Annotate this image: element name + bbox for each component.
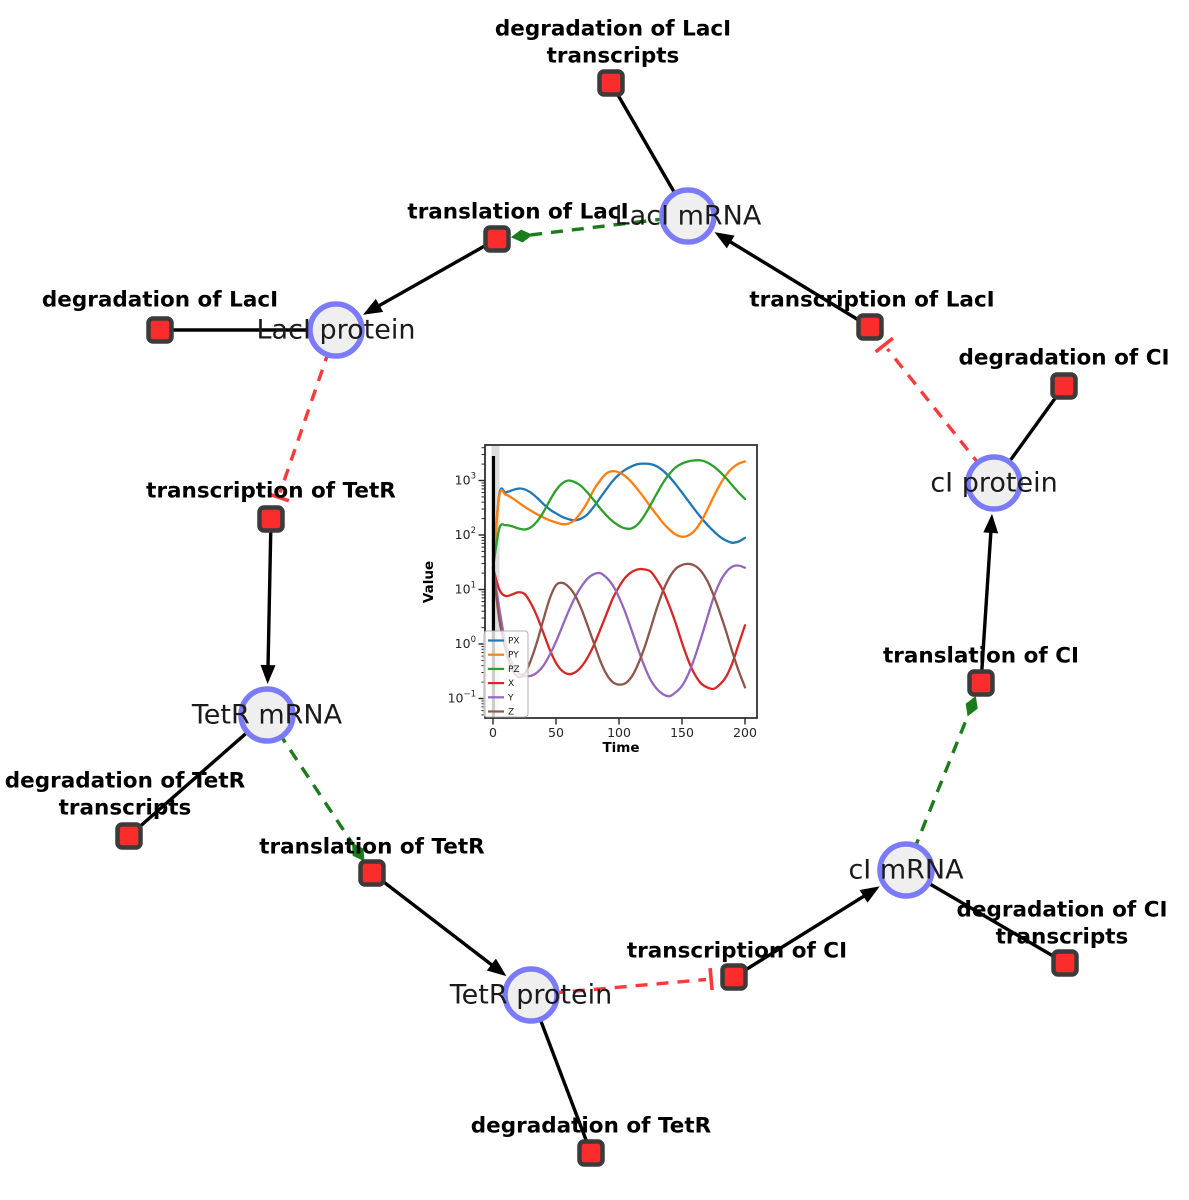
reaction-node-txn_tetr[interactable] — [257, 505, 285, 533]
y-tick-label: 101 — [455, 581, 476, 597]
x-tick-label: 150 — [670, 725, 694, 740]
reaction-label-transl_tetr: translation of TetR — [259, 835, 485, 860]
modifier-diamond-arrowhead — [510, 229, 533, 243]
series-PZ-line — [491, 459, 747, 569]
edge-txn_laci-laci_mrna — [727, 239, 871, 329]
x-tick-label: 50 — [548, 725, 564, 740]
x-tick-label: 100 — [607, 725, 631, 740]
edge-transl_ci-ci_protein — [979, 529, 993, 684]
inhibition-tbar — [267, 491, 290, 503]
edge-transl_laci-laci_protein — [376, 237, 498, 309]
reaction-node-deg_ci_tx[interactable] — [1051, 949, 1079, 977]
species-node-laci_mrna[interactable] — [659, 187, 717, 245]
legend-box — [483, 630, 529, 718]
edge-ci_mrna-deg_ci_tx — [905, 868, 1066, 965]
legend-label-PX: PX — [508, 637, 520, 647]
edge-transl_tetr-tetr_protein — [370, 871, 495, 968]
series-PY-line — [491, 460, 747, 569]
species-label-laci_protein: LacI protein — [257, 315, 416, 346]
reaction-label-deg_ci_tx: degradation of CI transcripts — [957, 898, 1168, 950]
y-axis-title: Value — [421, 561, 437, 603]
inhibition-tbar — [708, 967, 714, 991]
production-arrowhead — [714, 232, 735, 249]
reaction-node-deg_tetr_tx[interactable] — [115, 822, 143, 850]
inhibition-tbar — [874, 336, 895, 354]
y-tick-label: 102 — [455, 526, 476, 542]
labels-layer: degradation of LacI transcripts translatio… — [5, 17, 1170, 1139]
species-node-tetr_mrna[interactable] — [238, 686, 296, 744]
reaction-node-txn_laci[interactable] — [856, 313, 884, 341]
species-label-tetr_protein: TetR protein — [449, 980, 612, 1011]
series-Y-line — [491, 564, 747, 698]
x-tick-label: 200 — [733, 725, 757, 740]
reaction-label-deg_tetr: degradation of TetR — [471, 1114, 712, 1139]
species-node-laci_protein[interactable] — [307, 301, 365, 359]
reaction-node-transl_tetr[interactable] — [358, 859, 386, 887]
legend-label-PZ: PZ — [508, 665, 520, 675]
reaction-node-txn_ci[interactable] — [720, 963, 748, 991]
reaction-node-deg_laci[interactable] — [146, 316, 174, 344]
legend-label-Y: Y — [507, 693, 514, 703]
production-arrowhead — [983, 513, 999, 534]
edge-tetr_protein-txn_ci — [530, 977, 707, 997]
reaction-node-deg_laci_tx[interactable] — [597, 69, 625, 97]
x-axis-title: Time — [602, 740, 639, 756]
series-Z-line — [491, 562, 747, 689]
y-tick-label: 10−1 — [448, 690, 476, 706]
species-node-ci_protein[interactable] — [965, 454, 1023, 512]
edge-txn_tetr-tetr_mrna — [266, 518, 273, 669]
reaction-label-deg_tetr_tx: degradation of TetR transcripts — [5, 769, 246, 821]
species-label-ci_mrna: cI mRNA — [848, 855, 964, 886]
edge-txn_ci-ci_mrna — [733, 893, 867, 979]
production-arrowhead — [486, 958, 507, 977]
legend-label-X: X — [508, 679, 514, 689]
reaction-label-txn_ci: transcription of CI — [627, 939, 847, 964]
reaction-label-txn_laci: transcription of LacI — [749, 288, 994, 313]
reaction-node-transl_ci[interactable] — [967, 669, 995, 697]
oscillation-plot: 103 102 101 100 10−1 0 50 100 150 200 Time Value PX P… — [421, 431, 778, 769]
edge-tetr_mrna-deg_tetr_tx — [127, 713, 269, 838]
reaction-label-deg_ci: degradation of CI — [959, 346, 1170, 371]
production-arrowhead — [363, 298, 384, 315]
legend-label-Z: Z — [508, 708, 514, 718]
production-arrowhead — [859, 886, 880, 903]
nodes-layer — [115, 69, 1079, 1167]
reaction-label-transl_laci: translation of LacI — [407, 200, 628, 225]
y-tick-label: 100 — [455, 635, 476, 651]
y-tick-label: 103 — [455, 472, 476, 488]
species-label-laci_mrna: LacI mRNA — [615, 201, 762, 232]
species-label-ci_protein: cI protein — [930, 468, 1057, 499]
modifier-diamond-arrowhead — [352, 843, 365, 862]
plot-axes-frame — [484, 444, 758, 719]
species-label-tetr_mrna: TetR mRNA — [191, 700, 343, 731]
series-X-line — [491, 566, 747, 691]
x-tick-label: 0 — [489, 725, 497, 740]
reaction-label-txn_tetr: transcription of TetR — [146, 479, 396, 504]
reaction-label-deg_laci: degradation of LacI — [42, 288, 278, 313]
legend-label-PY: PY — [508, 651, 519, 661]
species-node-ci_mrna[interactable] — [877, 841, 935, 899]
production-arrowhead — [260, 664, 276, 684]
reaction-label-deg_laci_tx: degradation of LacI transcripts — [495, 17, 731, 69]
reaction-node-deg_ci[interactable] — [1050, 372, 1078, 400]
species-node-tetr_protein[interactable] — [502, 966, 560, 1024]
reaction-node-transl_laci[interactable] — [483, 225, 511, 253]
reaction-label-transl_ci: translation of CI — [883, 644, 1079, 669]
reaction-node-deg_tetr[interactable] — [577, 1139, 605, 1167]
modifier-diamond-arrowhead — [965, 696, 978, 717]
